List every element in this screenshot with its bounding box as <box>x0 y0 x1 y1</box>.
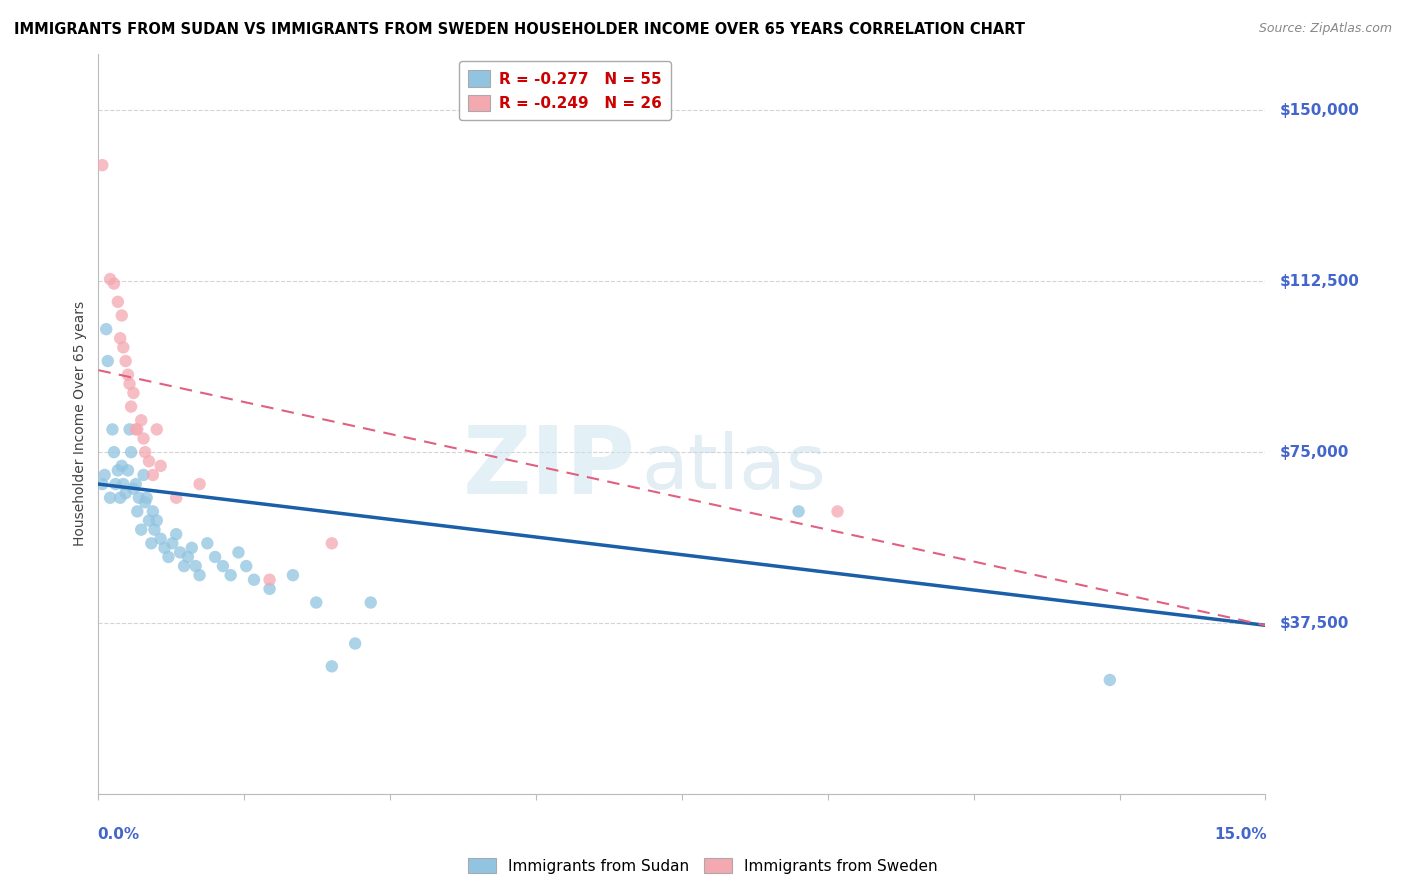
Point <box>132 467 155 482</box>
Point <box>787 504 810 518</box>
Point <box>118 376 141 391</box>
Text: $37,500: $37,500 <box>1279 615 1348 631</box>
Point <box>219 568 242 582</box>
Point <box>141 536 163 550</box>
Point <box>146 422 169 436</box>
Point <box>149 458 172 473</box>
Point <box>111 309 134 323</box>
Point <box>122 482 145 496</box>
Point <box>112 477 135 491</box>
Point <box>107 294 129 309</box>
Point <box>281 568 304 582</box>
Point <box>134 445 156 459</box>
Point <box>204 549 226 564</box>
Point <box>344 636 367 650</box>
Text: IMMIGRANTS FROM SUDAN VS IMMIGRANTS FROM SWEDEN HOUSEHOLDER INCOME OVER 65 YEARS: IMMIGRANTS FROM SUDAN VS IMMIGRANTS FROM… <box>14 22 1025 37</box>
Text: atlas: atlas <box>641 431 825 505</box>
Point <box>128 491 150 505</box>
Legend: Immigrants from Sudan, Immigrants from Sweden: Immigrants from Sudan, Immigrants from S… <box>463 852 943 880</box>
Point <box>177 549 200 564</box>
Point <box>103 277 125 291</box>
Point <box>117 463 139 477</box>
Text: 0.0%: 0.0% <box>97 827 139 842</box>
Point <box>188 568 211 582</box>
Point <box>146 514 169 528</box>
Point <box>827 504 849 518</box>
Point <box>149 532 172 546</box>
Point <box>117 368 139 382</box>
Point <box>153 541 176 555</box>
Point <box>118 422 141 436</box>
Point <box>127 422 149 436</box>
Point <box>228 545 250 559</box>
Point <box>91 477 114 491</box>
Point <box>122 386 145 401</box>
Point <box>305 595 328 609</box>
Point <box>184 559 207 574</box>
Point <box>235 559 257 574</box>
Point <box>91 158 114 172</box>
Point <box>180 541 202 555</box>
Point <box>127 504 149 518</box>
Point <box>101 422 124 436</box>
Point <box>120 445 142 459</box>
Point <box>108 331 131 345</box>
Point <box>103 445 125 459</box>
Text: $112,500: $112,500 <box>1279 274 1360 289</box>
Point <box>125 477 148 491</box>
Point <box>165 527 187 541</box>
Text: $150,000: $150,000 <box>1279 103 1360 118</box>
Point <box>132 432 155 446</box>
Legend: R = -0.277   N = 55, R = -0.249   N = 26: R = -0.277 N = 55, R = -0.249 N = 26 <box>460 62 671 120</box>
Point <box>259 582 281 596</box>
Text: Source: ZipAtlas.com: Source: ZipAtlas.com <box>1258 22 1392 36</box>
Point <box>108 491 131 505</box>
Point <box>173 559 195 574</box>
Point <box>165 491 187 505</box>
Point <box>321 536 343 550</box>
Point <box>243 573 266 587</box>
Point <box>93 467 115 482</box>
Point <box>321 659 343 673</box>
Point <box>195 536 218 550</box>
Point <box>157 549 180 564</box>
Point <box>143 523 166 537</box>
Point <box>360 595 382 609</box>
Point <box>138 454 160 468</box>
Text: ZIP: ZIP <box>463 422 636 514</box>
Point <box>114 354 136 368</box>
Point <box>142 504 165 518</box>
Point <box>98 491 121 505</box>
Point <box>162 536 184 550</box>
Point <box>125 422 148 436</box>
Point <box>259 573 281 587</box>
Point <box>107 463 129 477</box>
Point <box>120 400 142 414</box>
Point <box>129 413 152 427</box>
Point <box>111 458 134 473</box>
Point <box>129 523 152 537</box>
Point <box>1098 673 1121 687</box>
Point <box>112 340 135 354</box>
Point <box>135 491 157 505</box>
Text: $75,000: $75,000 <box>1279 445 1348 459</box>
Text: 15.0%: 15.0% <box>1213 827 1267 842</box>
Point <box>134 495 156 509</box>
Point <box>98 272 121 286</box>
Point <box>114 486 136 500</box>
Point <box>188 477 211 491</box>
Point <box>169 545 191 559</box>
Point <box>212 559 235 574</box>
Point <box>142 467 165 482</box>
Y-axis label: Householder Income Over 65 years: Householder Income Over 65 years <box>73 301 87 546</box>
Point <box>96 322 118 336</box>
Point <box>97 354 120 368</box>
Point <box>138 514 160 528</box>
Point <box>104 477 127 491</box>
